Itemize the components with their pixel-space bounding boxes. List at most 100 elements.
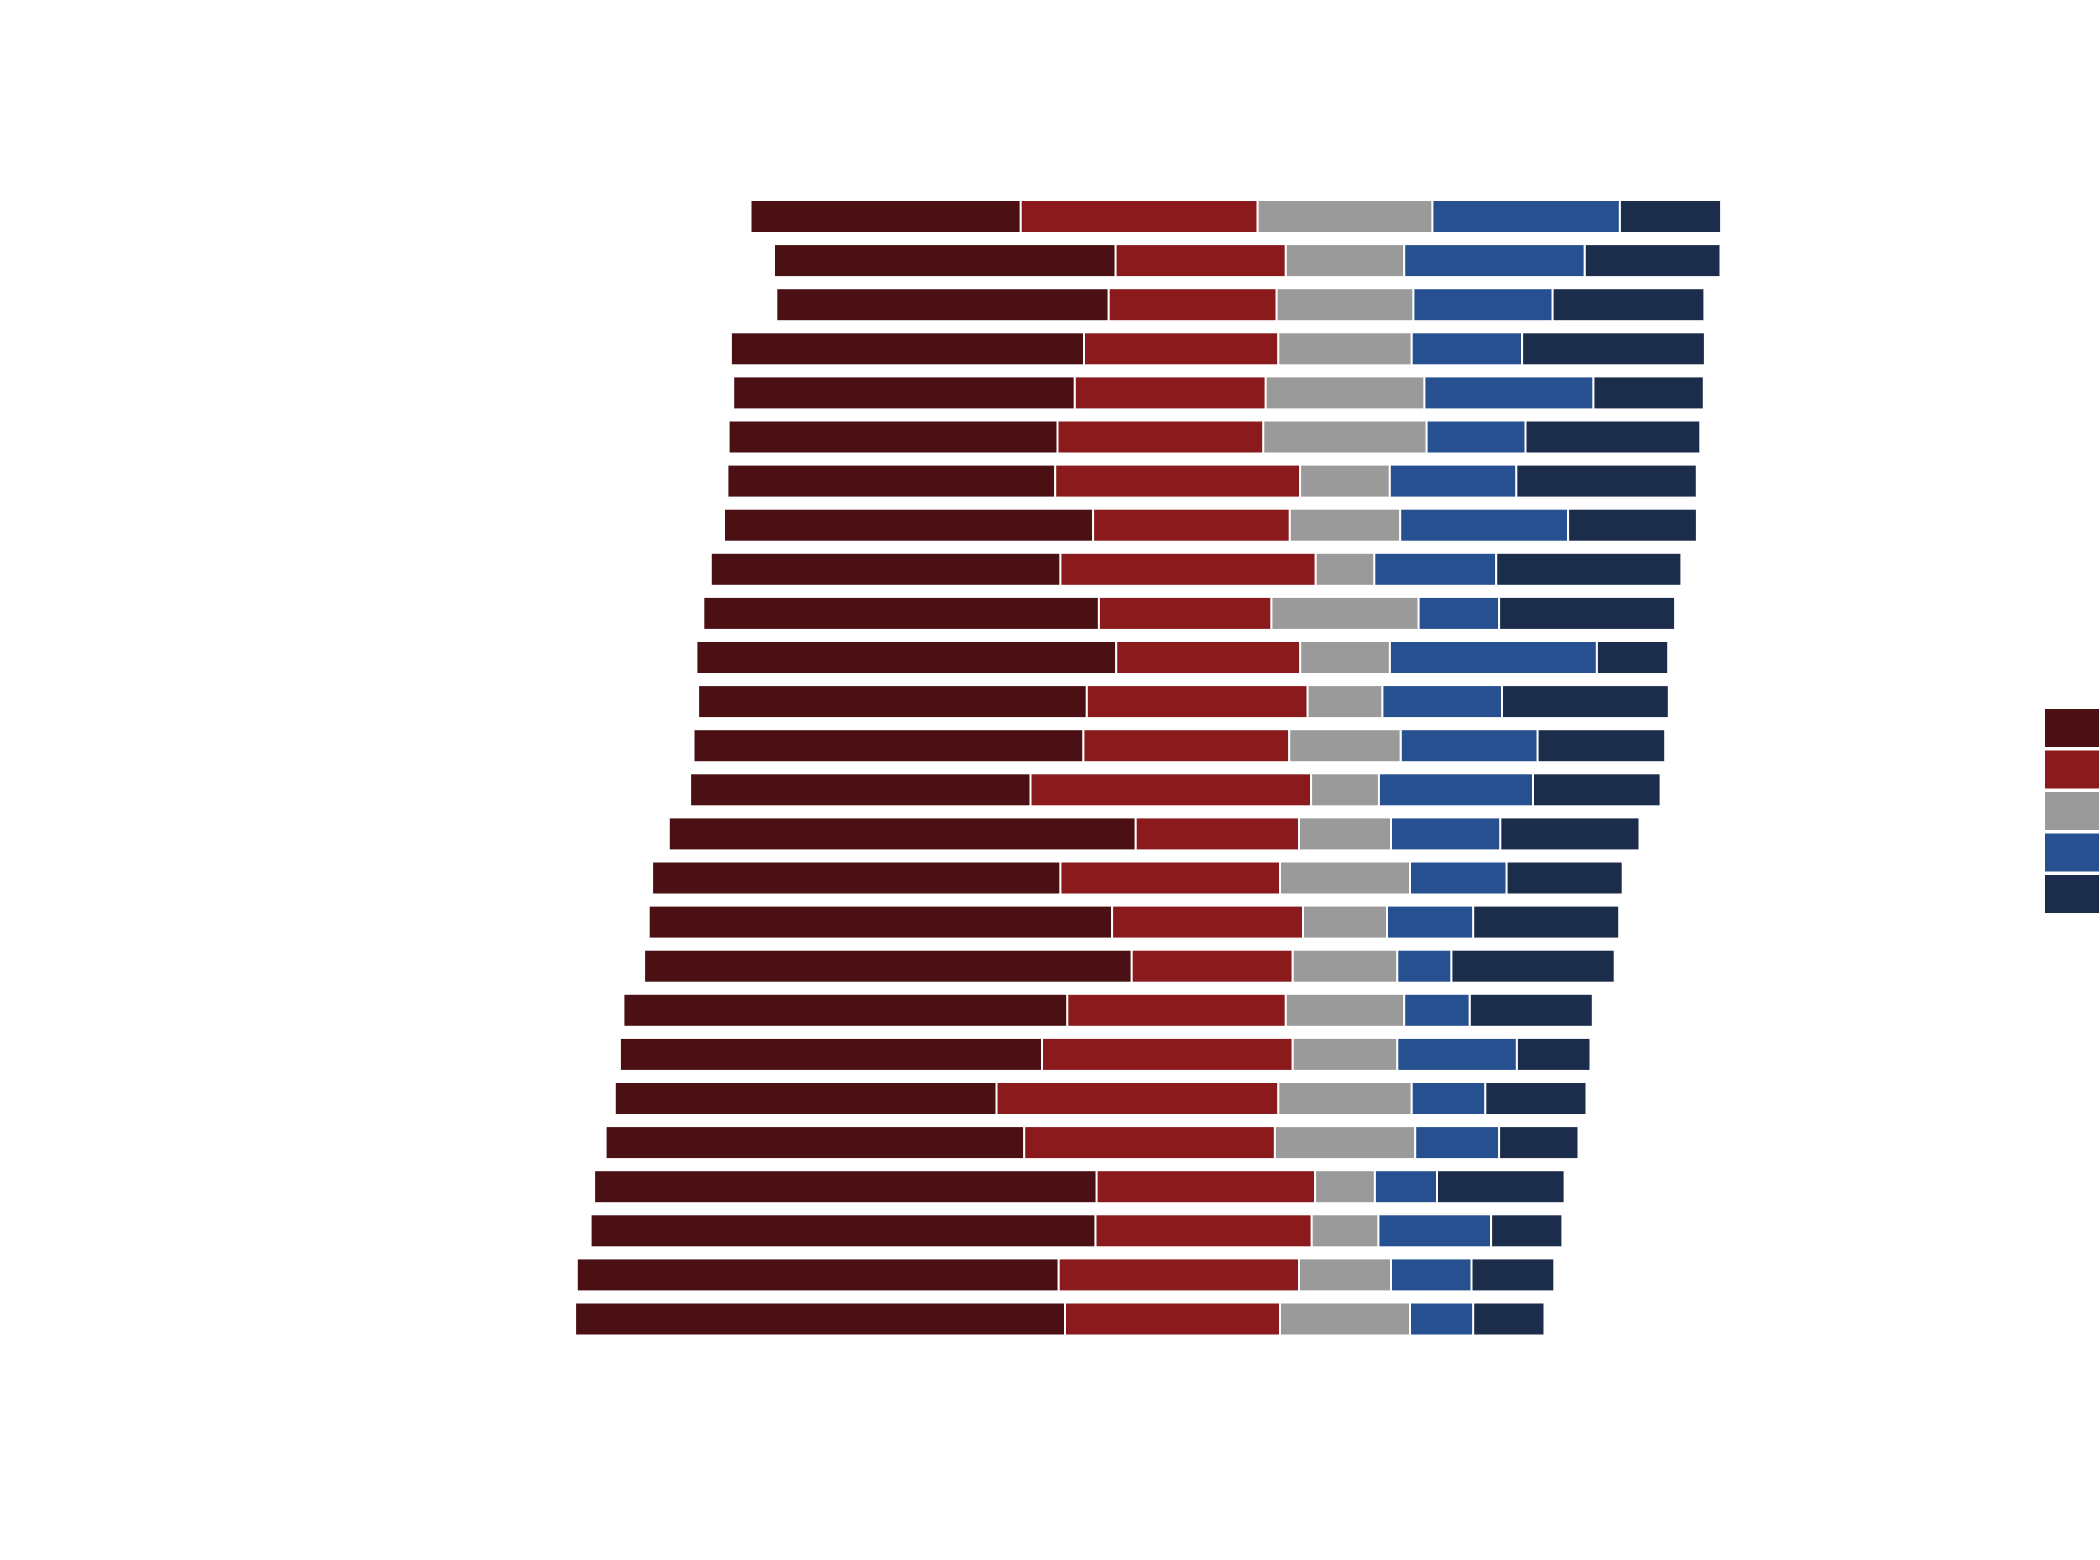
bar-row-23-segment-4 — [1373, 1169, 1439, 1205]
bar-row-16-segment-2 — [1059, 860, 1282, 896]
legend-swatch-2 — [2043, 748, 2100, 791]
bar-row-9-segment-4 — [1373, 551, 1498, 587]
bar-row-8-segment-3 — [1288, 507, 1402, 543]
bar-row-24-segment-1 — [589, 1213, 1097, 1249]
bar-row-12-segment-2 — [1085, 684, 1309, 720]
bar-row-13-segment-1 — [692, 728, 1085, 764]
bar-row-2-segment-5 — [1583, 243, 1722, 279]
bar-row-26-segment-3 — [1279, 1301, 1411, 1337]
bar-row-25-segment-4 — [1390, 1257, 1473, 1293]
bar-row-25-segment-2 — [1057, 1257, 1300, 1293]
bar-row-18-segment-1 — [643, 948, 1133, 984]
bar-row-12-segment-1 — [697, 684, 1088, 720]
bar-row-5-segment-5 — [1592, 375, 1705, 411]
bar-row-5-segment-2 — [1073, 375, 1267, 411]
bar-row-1-segment-4 — [1431, 199, 1621, 234]
bar-row-21-segment-3 — [1277, 1081, 1413, 1116]
bar-row-13-segment-4 — [1399, 728, 1539, 764]
bar-row-11-segment-4 — [1388, 640, 1598, 675]
bar-row-8-segment-2 — [1092, 507, 1291, 543]
bar-row-7-segment-1 — [726, 463, 1057, 499]
bar-row-26-segment-5 — [1472, 1301, 1546, 1337]
bar-row-16-segment-3 — [1279, 860, 1411, 896]
bar-row-3-segment-2 — [1107, 287, 1278, 323]
bar-row-12-segment-3 — [1306, 684, 1384, 720]
bar-row-10-segment-4 — [1417, 595, 1501, 631]
bar-row-23-segment-1 — [593, 1169, 1098, 1205]
bar-row-20-segment-4 — [1396, 1036, 1518, 1072]
bar-row-11-segment-2 — [1115, 640, 1302, 675]
bar-row-26-segment-1 — [574, 1301, 1066, 1337]
bar-row-8-segment-1 — [723, 507, 1095, 543]
bar-row-7-segment-3 — [1299, 463, 1391, 499]
bar-row-6-segment-2 — [1056, 419, 1265, 455]
bar-row-1-segment-2 — [1019, 199, 1259, 234]
bar-row-22-segment-4 — [1414, 1125, 1501, 1161]
legend-swatch-5 — [2043, 873, 2100, 915]
bar-row-5-segment-3 — [1264, 375, 1426, 411]
legend-swatch-3 — [2043, 790, 2100, 832]
bar-row-14-segment-4 — [1377, 772, 1535, 808]
bar-row-11-segment-1 — [695, 640, 1118, 675]
bar-row-5-segment-1 — [732, 375, 1076, 411]
bar-row-22-segment-5 — [1498, 1125, 1580, 1161]
bar-row-6-segment-1 — [727, 419, 1059, 455]
bar-row-11-segment-5 — [1595, 640, 1670, 675]
bar-row-6-segment-5 — [1524, 419, 1702, 455]
bar-row-19-segment-4 — [1403, 992, 1471, 1028]
bar-row-8-segment-4 — [1399, 507, 1570, 543]
bar-row-4-segment-5 — [1521, 331, 1706, 367]
bar-row-13-segment-5 — [1536, 728, 1667, 764]
legend — [2043, 707, 2100, 915]
bar-row-14-segment-5 — [1532, 772, 1662, 808]
bar-row-9-segment-3 — [1314, 551, 1376, 587]
bar-row-22-segment-3 — [1273, 1125, 1417, 1161]
bar-row-10-segment-1 — [702, 595, 1100, 631]
bar-row-15-segment-5 — [1499, 816, 1641, 852]
bar-row-25-segment-1 — [575, 1257, 1060, 1293]
bar-row-20-segment-1 — [618, 1036, 1044, 1072]
bar-row-15-segment-4 — [1390, 816, 1502, 852]
bar-row-14-segment-3 — [1310, 772, 1380, 808]
bar-row-16-segment-1 — [651, 860, 1062, 896]
bar-row-18-segment-5 — [1450, 948, 1616, 984]
bar-row-2-segment-2 — [1114, 243, 1287, 279]
bar-row-17-segment-1 — [647, 904, 1114, 940]
bar-row-10-segment-5 — [1498, 595, 1677, 631]
bar-row-20-segment-3 — [1291, 1036, 1399, 1072]
bar-row-3-segment-1 — [775, 287, 1110, 323]
bar-row-21-segment-5 — [1484, 1081, 1588, 1116]
bar-row-22-segment-2 — [1023, 1125, 1276, 1161]
bar-row-24-segment-4 — [1377, 1213, 1493, 1249]
bar-row-12-segment-5 — [1501, 684, 1670, 720]
bar-row-3-segment-5 — [1551, 287, 1706, 323]
bar-row-2-segment-1 — [773, 243, 1117, 279]
bar-row-20-segment-2 — [1041, 1036, 1294, 1072]
bar-row-9-segment-1 — [709, 551, 1062, 587]
bar-row-20-segment-5 — [1515, 1036, 1592, 1072]
bar-row-18-segment-3 — [1291, 948, 1399, 984]
bar-row-24-segment-3 — [1310, 1213, 1380, 1249]
bar-row-19-segment-1 — [622, 992, 1069, 1028]
bar-row-19-segment-5 — [1468, 992, 1594, 1028]
bars-group — [574, 199, 1723, 1337]
bar-row-13-segment-2 — [1082, 728, 1291, 764]
bar-row-23-segment-2 — [1095, 1169, 1317, 1205]
bar-row-1-segment-1 — [749, 199, 1022, 234]
bar-row-22-segment-1 — [604, 1125, 1026, 1161]
bar-row-21-segment-1 — [613, 1081, 998, 1116]
bar-row-9-segment-5 — [1495, 551, 1683, 587]
bar-row-1-segment-3 — [1256, 199, 1434, 234]
bar-row-10-segment-3 — [1270, 595, 1420, 631]
bar-row-19-segment-3 — [1284, 992, 1406, 1028]
bar-row-19-segment-2 — [1066, 992, 1287, 1028]
bar-row-16-segment-4 — [1409, 860, 1508, 896]
bar-row-24-segment-5 — [1490, 1213, 1564, 1249]
bar-row-8-segment-5 — [1567, 507, 1698, 543]
bar-row-17-segment-5 — [1472, 904, 1621, 940]
bar-row-15-segment-1 — [667, 816, 1137, 852]
bar-row-14-segment-1 — [689, 772, 1032, 808]
bar-row-13-segment-3 — [1288, 728, 1402, 764]
bar-row-15-segment-2 — [1134, 816, 1300, 852]
